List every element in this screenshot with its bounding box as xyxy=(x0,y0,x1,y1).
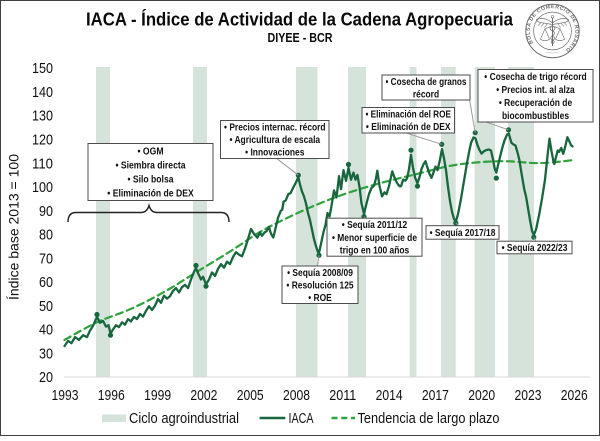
svg-text:IACA - Índice de Actividad de: IACA - Índice de Actividad de la Cadena … xyxy=(86,8,514,29)
svg-text:• Eliminación de DEX: • Eliminación de DEX xyxy=(366,122,451,133)
svg-text:Índice base 2013 = 100: Índice base 2013 = 100 xyxy=(6,154,22,300)
svg-text:2011: 2011 xyxy=(329,387,356,404)
svg-text:1996: 1996 xyxy=(98,387,125,404)
svg-text:110: 110 xyxy=(32,155,53,172)
svg-text:30: 30 xyxy=(39,345,53,362)
svg-text:20: 20 xyxy=(39,369,53,386)
svg-text:60: 60 xyxy=(39,274,53,291)
svg-text:• Silo bolsa: • Silo bolsa xyxy=(127,175,173,186)
svg-text:2017: 2017 xyxy=(422,387,449,404)
svg-text:2008: 2008 xyxy=(283,387,310,404)
svg-text:Ciclo agroindustrial: Ciclo agroindustrial xyxy=(129,411,239,427)
svg-text:• Cosecha de trigo récord: • Cosecha de trigo récord xyxy=(484,72,586,83)
svg-text:• Sequía 2008/09: • Sequía 2008/09 xyxy=(287,268,353,279)
svg-text:• Recuperación de: • Recuperación de xyxy=(499,98,573,109)
svg-text:• Menor superficie de: • Menor superficie de xyxy=(332,233,417,244)
svg-text:70: 70 xyxy=(39,250,53,267)
svg-text:100: 100 xyxy=(32,179,53,196)
svg-text:• Eliminación de DEX: • Eliminación de DEX xyxy=(107,189,194,200)
svg-text:2026: 2026 xyxy=(561,387,588,404)
svg-text:2005: 2005 xyxy=(237,387,264,404)
svg-text:• Innovaciones: • Innovaciones xyxy=(245,148,305,159)
svg-text:40: 40 xyxy=(39,322,53,339)
svg-text:• Resolución 125: • Resolución 125 xyxy=(286,280,353,291)
svg-text:90: 90 xyxy=(39,203,53,220)
svg-text:2014: 2014 xyxy=(376,387,403,404)
svg-text:biocombustibles: biocombustibles xyxy=(502,111,569,122)
svg-text:• Eliminación del ROE: • Eliminación del ROE xyxy=(365,110,451,121)
svg-text:récord: récord xyxy=(413,89,439,100)
svg-text:• Sequía 2011/12: • Sequía 2011/12 xyxy=(342,220,408,231)
svg-text:• Siembra directa: • Siembra directa xyxy=(115,161,185,172)
svg-text:130: 130 xyxy=(32,108,53,125)
svg-text:• Agricultura de escala: • Agricultura de escala xyxy=(229,135,320,146)
svg-text:• Precios internac. récord: • Precios internac. récord xyxy=(224,123,326,134)
svg-text:• Sequía 2017/18: • Sequía 2017/18 xyxy=(430,228,496,239)
svg-text:1999: 1999 xyxy=(144,387,171,404)
svg-text:140: 140 xyxy=(32,84,53,101)
svg-text:80: 80 xyxy=(39,227,53,244)
svg-text:Tendencia de largo plazo: Tendencia de largo plazo xyxy=(358,411,500,427)
svg-text:trigo en 100 años: trigo en 100 años xyxy=(340,245,410,256)
svg-text:1993: 1993 xyxy=(52,387,79,404)
svg-text:2002: 2002 xyxy=(190,387,217,404)
svg-text:• OGM: • OGM xyxy=(138,147,164,158)
svg-text:50: 50 xyxy=(39,298,53,315)
svg-text:150: 150 xyxy=(32,60,53,77)
svg-text:DIYEE - BCR: DIYEE - BCR xyxy=(268,31,333,45)
svg-text:2020: 2020 xyxy=(468,387,495,404)
svg-text:120: 120 xyxy=(32,132,53,149)
svg-text:• Cosecha de granos: • Cosecha de granos xyxy=(386,77,467,88)
svg-text:• Sequía 2022/23: • Sequía 2022/23 xyxy=(502,243,568,254)
svg-text:• Precios int. al alza: • Precios int. al alza xyxy=(496,85,575,96)
svg-text:2023: 2023 xyxy=(515,387,542,404)
svg-text:IACA: IACA xyxy=(289,411,314,427)
svg-text:• ROE: • ROE xyxy=(308,293,332,304)
